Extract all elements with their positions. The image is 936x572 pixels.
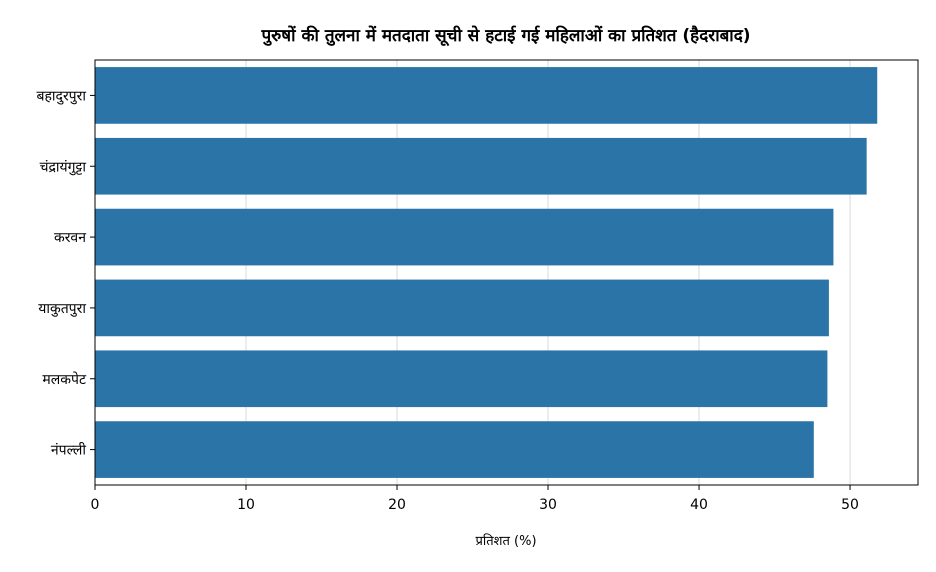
y-tick-label: याकुतपुरा bbox=[38, 301, 86, 317]
x-tick-label: 50 bbox=[841, 497, 859, 513]
x-tick-label: 40 bbox=[690, 497, 708, 513]
y-axis-ticks: बहादुरपुरा चंद्रायंगुट्टा करवन याकुतपुरा मलक… bbox=[36, 88, 95, 459]
bars bbox=[95, 67, 878, 478]
bar bbox=[95, 67, 878, 124]
bar bbox=[95, 350, 828, 408]
x-tick-label: 0 bbox=[91, 497, 100, 513]
x-axis-ticks: 0 10 20 30 40 50 bbox=[91, 485, 859, 513]
y-tick-label: नंपल्ली bbox=[51, 442, 87, 459]
y-tick-label: बहादुरपुरा bbox=[36, 88, 86, 105]
x-tick-label: 30 bbox=[539, 497, 557, 513]
x-tick-label: 20 bbox=[388, 497, 406, 513]
bar bbox=[95, 208, 834, 266]
chart-title: पुरुषों की तुलना में मतदाता सूची से हटाई… bbox=[260, 25, 750, 47]
x-axis-label: प्रतिशत (%) bbox=[475, 533, 536, 549]
x-tick-label: 10 bbox=[237, 497, 255, 513]
y-tick-label: करवन bbox=[54, 230, 86, 246]
bar bbox=[95, 137, 867, 195]
plot-frame bbox=[94, 59, 919, 486]
y-tick-label: मलकपेट bbox=[42, 371, 87, 388]
bar bbox=[95, 421, 814, 478]
y-tick-label: चंद्रायंगुट्टा bbox=[40, 159, 87, 175]
bar bbox=[95, 279, 829, 337]
